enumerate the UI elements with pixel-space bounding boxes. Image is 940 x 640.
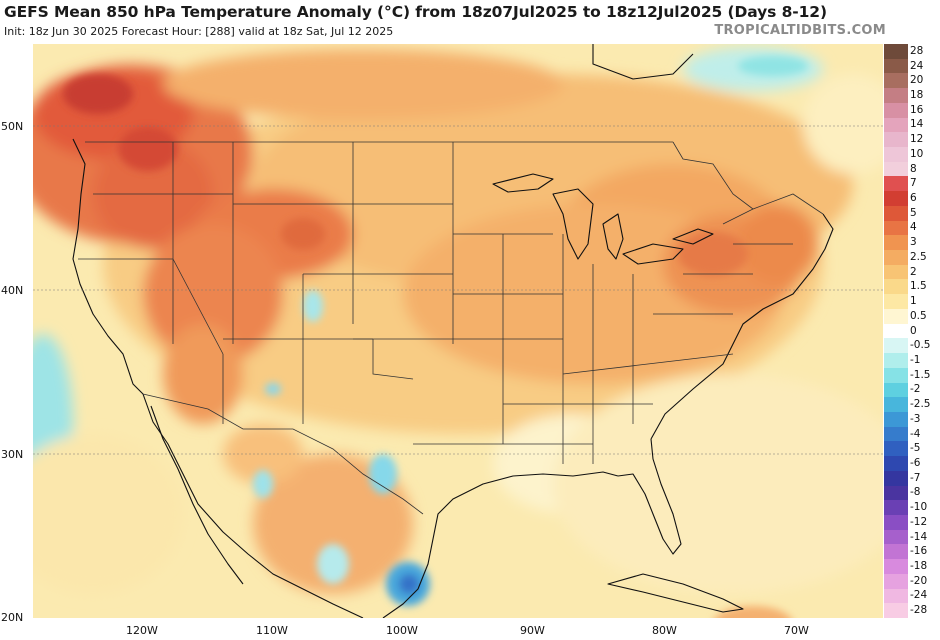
colorbar-swatch [884,44,908,60]
colorbar-swatch [884,603,908,619]
colorbar-swatch [884,191,908,207]
colorbar-label: -4 [910,427,921,440]
colorbar-label: -5 [910,442,921,455]
colorbar-swatch [884,264,908,280]
colorbar-swatch [884,500,908,516]
colorbar-swatch [884,176,908,192]
colorbar-label: 12 [910,133,924,146]
colorbar-label: 5 [910,206,917,219]
colorbar-label: 1 [910,295,917,308]
colorbar-swatch [884,426,908,442]
colorbar-label: 10 [910,147,924,160]
colorbar-label: -24 [910,589,928,602]
colorbar-label: 2 [910,265,917,278]
colorbar-swatch [884,279,908,295]
colorbar-label: 7 [910,177,917,190]
colorbar-label: 8 [910,162,917,175]
colorbar-label: -2.5 [910,398,931,411]
colorbar-swatch [884,308,908,325]
colorbar-label: 28 [910,44,924,57]
colorbar-label: -2 [910,383,921,396]
colorbar-swatch [884,367,908,383]
colorbar-label: 20 [910,74,924,87]
colorbar-swatch [884,220,908,236]
colorbar-swatch [884,161,908,177]
lat-label-40n: 40N [1,284,24,297]
colorbar-swatch [884,338,908,354]
colorbar-label: -1 [910,353,921,366]
colorbar-swatch [884,353,908,369]
colorbar-label: 3 [910,236,917,249]
colorbar-label: -0.5 [910,339,931,352]
colorbar-label: 1.5 [910,280,927,293]
colorbar-swatch [884,147,908,163]
colorbar-swatch [884,397,908,413]
colorbar-label: -16 [910,545,928,558]
colorbar-label: -18 [910,559,928,572]
lon-label-120w: 120W [126,624,158,637]
colorbar-label: -28 [910,604,928,617]
colorbar-swatch [884,470,908,487]
lon-label-70w: 70W [784,624,809,637]
lon-label-90w: 90W [520,624,545,637]
colorbar-swatch [884,411,908,428]
colorbar-swatch [884,58,908,74]
colorbar-swatch [884,235,908,251]
colorbar-label: -10 [910,501,928,514]
colorbar-swatch [884,382,908,398]
colorbar-swatch [884,323,908,339]
lat-label-30n: 30N [1,448,24,461]
colorbar-label: 2.5 [910,250,927,263]
colorbar-label: -8 [910,486,921,499]
colorbar-label: 14 [910,118,924,131]
colorbar-label: -1.5 [910,368,931,381]
colorbar-swatch [884,73,908,89]
colorbar-label: 0 [910,324,917,337]
colorbar-swatch [884,102,908,119]
brand-watermark: TROPICALTIDBITS.COM [714,23,886,38]
lon-label-110w: 110W [256,624,288,637]
colorbar-swatch [884,205,908,222]
colorbar-swatch [884,529,908,545]
colorbar-label: -7 [910,471,921,484]
lon-label-100w: 100W [386,624,418,637]
colorbar-label: 6 [910,192,917,205]
colorbar-label: -6 [910,456,921,469]
colorbar-label: 16 [910,103,924,116]
anomaly-map [33,44,883,618]
colorbar-swatch [884,573,908,590]
colorbar-label: 24 [910,59,924,72]
lon-label-80w: 80W [652,624,677,637]
colorbar [884,44,908,619]
colorbar-swatch [884,588,908,604]
colorbar-label: 0.5 [910,309,927,322]
colorbar-swatch [884,117,908,133]
colorbar-swatch [884,132,908,148]
lat-label-20n: 20N [1,611,24,624]
colorbar-swatch [884,250,908,266]
colorbar-swatch [884,544,908,560]
colorbar-swatch [884,456,908,472]
colorbar-label: -12 [910,515,928,528]
colorbar-swatch [884,294,908,310]
colorbar-swatch [884,514,908,531]
colorbar-label: -20 [910,574,928,587]
lat-label-50n: 50N [1,120,24,133]
map-subtitle: Init: 18z Jun 30 2025 Forecast Hour: [28… [4,25,394,38]
map-title: GEFS Mean 850 hPa Temperature Anomaly (°… [4,3,827,21]
colorbar-swatch [884,485,908,501]
colorbar-label: 4 [910,221,917,234]
colorbar-label: -14 [910,530,928,543]
header: GEFS Mean 850 hPa Temperature Anomaly (°… [0,0,940,44]
colorbar-label: -3 [910,412,921,425]
colorbar-label: 18 [910,89,924,101]
colorbar-swatch [884,88,908,104]
colorbar-swatch [884,559,908,575]
colorbar-swatch [884,441,908,457]
